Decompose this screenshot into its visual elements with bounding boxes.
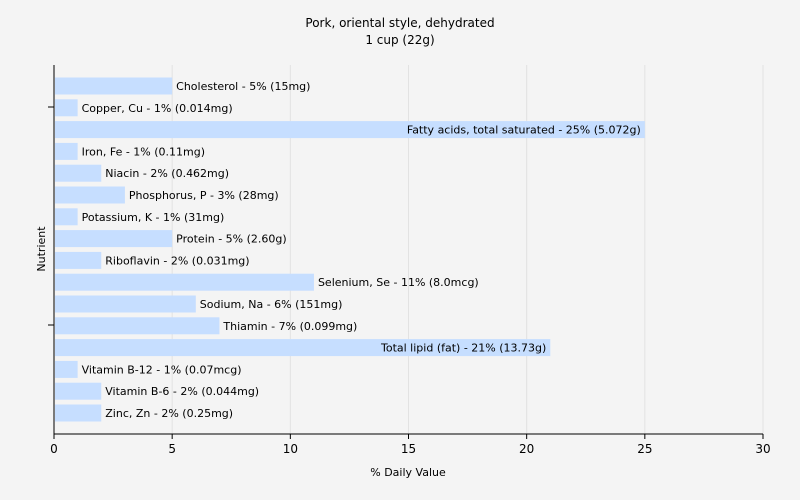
y-axis-label: Nutrient <box>35 226 48 272</box>
bar <box>55 164 102 182</box>
bar-label: Fatty acids, total saturated - 25% (5.07… <box>407 124 641 137</box>
bar-label: Total lipid (fat) - 21% (13.73g) <box>380 342 546 355</box>
bar <box>55 121 645 139</box>
x-tick-label: 20 <box>519 442 534 456</box>
bar <box>55 99 78 117</box>
bar-label: Copper, Cu - 1% (0.014mg) <box>82 102 233 115</box>
chart-title: Pork, oriental style, dehydrated <box>305 16 494 30</box>
bar-label: Phosphorus, P - 3% (28mg) <box>129 189 279 202</box>
bar-label: Sodium, Na - 6% (151mg) <box>200 298 343 311</box>
bar-label: Riboflavin - 2% (0.031mg) <box>105 254 249 267</box>
chart-subtitle: 1 cup (22g) <box>365 33 434 47</box>
x-tick-label: 0 <box>50 442 58 456</box>
bar <box>55 208 78 226</box>
bar-label: Protein - 5% (2.60g) <box>176 233 287 246</box>
x-tick-label: 10 <box>283 442 298 456</box>
x-tick-label: 15 <box>401 442 416 456</box>
bar <box>55 404 102 422</box>
bar-label: Potassium, K - 1% (31mg) <box>82 211 225 224</box>
x-tick-label: 5 <box>168 442 176 456</box>
bar-label: Zinc, Zn - 2% (0.25mg) <box>105 407 233 420</box>
bar <box>55 273 314 291</box>
bar <box>55 382 102 400</box>
x-tick-label: 30 <box>755 442 770 456</box>
bar-label: Iron, Fe - 1% (0.11mg) <box>82 145 205 158</box>
bar-label: Niacin - 2% (0.462mg) <box>105 167 229 180</box>
bar <box>55 317 220 335</box>
bar-label: Cholesterol - 5% (15mg) <box>176 80 310 93</box>
bar-label: Vitamin B-12 - 1% (0.07mcg) <box>82 363 242 376</box>
bar <box>55 77 173 95</box>
bar <box>55 339 551 357</box>
x-axis-label: % Daily Value <box>370 466 446 479</box>
bars: Cholesterol - 5% (15mg) Copper, Cu - 1% (… <box>55 77 645 422</box>
bar <box>55 251 102 269</box>
bar <box>55 360 78 378</box>
bar <box>55 230 173 248</box>
bar-label: Selenium, Se - 11% (8.0mcg) <box>318 276 479 289</box>
x-axis-ticks: 0 5 10 15 20 25 30 <box>50 434 771 456</box>
bar <box>55 295 196 313</box>
x-tick-label: 25 <box>637 442 652 456</box>
bar <box>55 186 125 204</box>
bar <box>55 142 78 160</box>
bar-label: Vitamin B-6 - 2% (0.044mg) <box>105 385 259 398</box>
bar-label: Thiamin - 7% (0.099mg) <box>222 320 357 333</box>
